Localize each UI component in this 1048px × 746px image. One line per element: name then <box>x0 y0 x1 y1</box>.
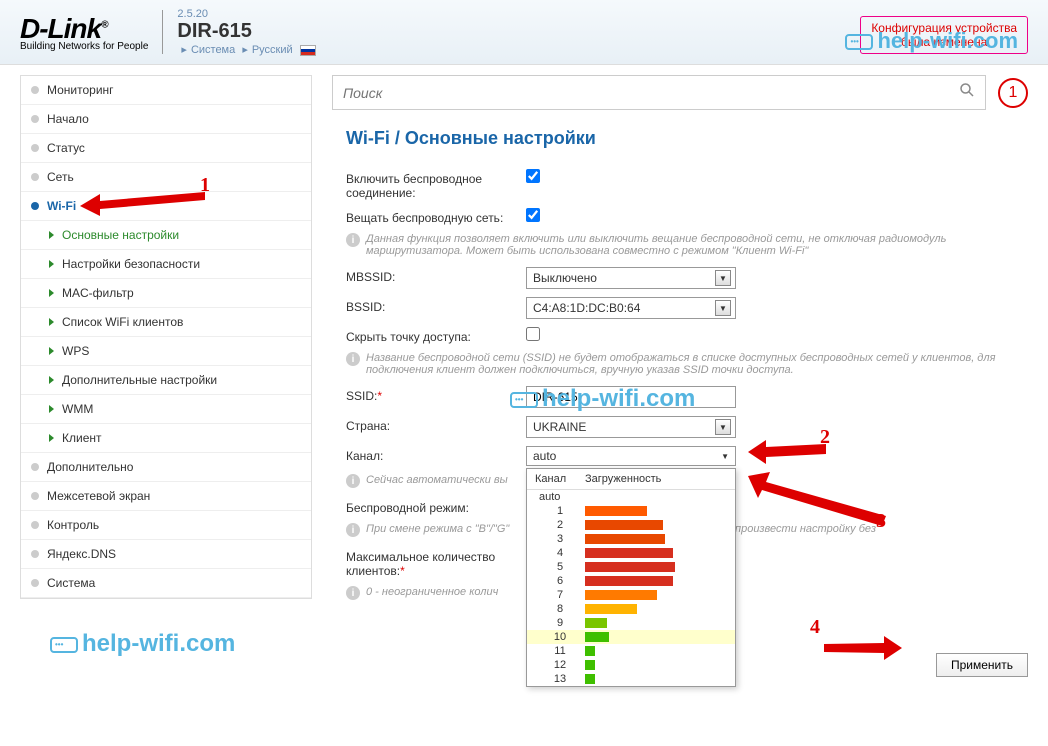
sidebar-sub-wps[interactable]: WPS <box>21 337 311 366</box>
watermark: help-wifi.com <box>510 385 695 413</box>
sidebar-sub-advanced[interactable]: Дополнительные настройки <box>21 366 311 395</box>
sidebar-sub-security[interactable]: Настройки безопасности <box>21 250 311 279</box>
annotation-circle-1: 1 <box>998 78 1028 108</box>
hide-ap-checkbox[interactable] <box>526 327 540 341</box>
crumb-lang[interactable]: Русский <box>252 44 293 56</box>
broadcast-checkbox[interactable] <box>526 208 540 222</box>
sidebar-item-monitoring[interactable]: Мониторинг <box>21 76 311 105</box>
info-icon: i <box>346 474 360 488</box>
info-icon: i <box>346 352 360 366</box>
channel-option[interactable]: 10 <box>527 630 735 644</box>
chevron-down-icon: ▼ <box>715 419 731 435</box>
sidebar-item-network[interactable]: Сеть <box>21 163 311 192</box>
load-bar <box>585 618 607 628</box>
enable-wireless-checkbox[interactable] <box>526 169 540 183</box>
load-bar <box>585 576 673 586</box>
channel-dropdown-panel: КаналЗагруженность auto 1234567891011121… <box>526 468 736 687</box>
mode-label: Беспроводной режим: <box>346 498 526 515</box>
load-bar <box>585 548 673 558</box>
search-box[interactable] <box>332 75 986 110</box>
channel-select[interactable]: auto▼ <box>526 446 736 466</box>
hide-ap-hint: iНазвание беспроводной сети (SSID) не бу… <box>346 352 1028 376</box>
channel-label: Канал: <box>346 446 526 463</box>
load-bar <box>585 534 665 544</box>
load-bar <box>585 646 595 656</box>
search-icon[interactable] <box>959 82 975 103</box>
channel-option[interactable]: 12 <box>527 658 735 672</box>
channel-option[interactable]: 3 <box>527 532 735 546</box>
load-bar <box>585 562 675 572</box>
broadcast-label: Вещать беспроводную сеть: <box>346 208 526 225</box>
load-bar <box>585 604 637 614</box>
channel-option[interactable]: 9 <box>527 616 735 630</box>
model-name: DIR-615 <box>177 20 315 43</box>
sidebar-item-advanced[interactable]: Дополнительно <box>21 453 311 482</box>
arrow-4-icon <box>824 636 904 662</box>
bssid-select[interactable]: C4:A8:1D:DC:B0:64▼ <box>526 297 736 319</box>
sidebar-item-status[interactable]: Статус <box>21 134 311 163</box>
page-title: Wi-Fi / Основные настройки <box>346 128 1028 149</box>
country-label: Страна: <box>346 416 526 433</box>
sidebar-item-system[interactable]: Система <box>21 569 311 598</box>
logo: D-Link® Building Networks for People <box>20 13 148 52</box>
sidebar-item-firewall[interactable]: Межсетевой экран <box>21 482 311 511</box>
channel-option[interactable]: 8 <box>527 602 735 616</box>
load-bar <box>585 660 595 670</box>
channel-option[interactable]: 6 <box>527 574 735 588</box>
main-panel: 1 Wi-Fi / Основные настройки Включить бе… <box>332 75 1028 610</box>
load-bar <box>585 674 595 684</box>
country-select[interactable]: UKRAINE▼ <box>526 416 736 438</box>
header: D-Link® Building Networks for People 2.5… <box>0 0 1048 65</box>
channel-option[interactable]: 7 <box>527 588 735 602</box>
chevron-down-icon: ▼ <box>715 300 731 316</box>
channel-option[interactable]: 1 <box>527 504 735 518</box>
sidebar-sub-macfilter[interactable]: MAC-фильтр <box>21 279 311 308</box>
chevron-down-icon: ▼ <box>721 452 729 461</box>
channel-option[interactable]: 2 <box>527 518 735 532</box>
flag-ru-icon <box>300 45 316 56</box>
load-bar <box>585 590 657 600</box>
sidebar-sub-basic[interactable]: Основные настройки <box>21 221 311 250</box>
search-input[interactable] <box>343 85 959 101</box>
chevron-down-icon: ▼ <box>715 270 731 286</box>
mbssid-select[interactable]: Выключено▼ <box>526 267 736 289</box>
channel-option[interactable]: 13 <box>527 672 735 686</box>
config-changed-notice[interactable]: Конфигурация устройства была изменена <box>860 16 1028 54</box>
load-bar <box>585 520 663 530</box>
sidebar-item-start[interactable]: Начало <box>21 105 311 134</box>
breadcrumb: ▸Система ▸Русский <box>177 43 315 56</box>
info-icon: i <box>346 233 360 247</box>
sidebar-sub-clients[interactable]: Список WiFi клиентов <box>21 308 311 337</box>
sidebar-item-wifi[interactable]: Wi-Fi <box>21 192 311 221</box>
mbssid-label: MBSSID: <box>346 267 526 284</box>
max-clients-label: Максимальное количество клиентов:* <box>346 547 526 578</box>
divider <box>162 10 163 54</box>
channel-option[interactable]: 4 <box>527 546 735 560</box>
enable-wireless-label: Включить беспроводное соединение: <box>346 169 526 200</box>
ssid-label: SSID:* <box>346 386 526 403</box>
sidebar-item-yandexdns[interactable]: Яндекс.DNS <box>21 540 311 569</box>
load-bar <box>585 506 647 516</box>
sidebar-item-control[interactable]: Контроль <box>21 511 311 540</box>
crumb-system[interactable]: Система <box>191 44 235 56</box>
sidebar: Мониторинг Начало Статус Сеть Wi-Fi Осно… <box>20 75 312 599</box>
fw-version: 2.5.20 <box>177 8 315 20</box>
bssid-label: BSSID: <box>346 297 526 314</box>
broadcast-hint: iДанная функция позволяет включить или в… <box>346 233 1028 257</box>
watermark: help-wifi.com <box>50 630 235 658</box>
channel-option[interactable]: 5 <box>527 560 735 574</box>
sidebar-sub-wmm[interactable]: WMM <box>21 395 311 424</box>
brand-tagline: Building Networks for People <box>20 41 148 52</box>
load-bar <box>585 632 609 642</box>
info-icon: i <box>346 586 360 600</box>
header-info: 2.5.20 DIR-615 ▸Система ▸Русский <box>177 8 315 56</box>
sidebar-sub-client[interactable]: Клиент <box>21 424 311 453</box>
hide-ap-label: Скрыть точку доступа: <box>346 327 526 344</box>
apply-button[interactable]: Применить <box>936 653 1028 677</box>
channel-option[interactable]: 11 <box>527 644 735 658</box>
info-icon: i <box>346 523 360 537</box>
channel-option-auto[interactable]: auto <box>527 490 735 504</box>
